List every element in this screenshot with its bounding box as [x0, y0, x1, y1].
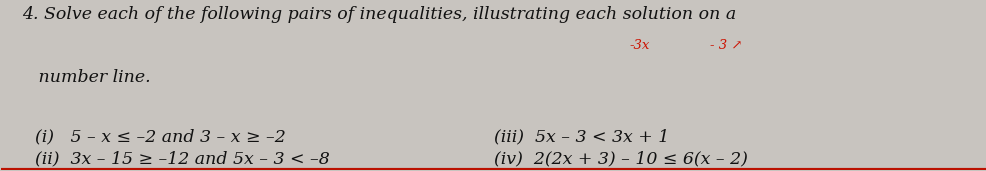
Text: (i)   5 – x ≤ –2 and 3 – x ≥ –2: (i) 5 – x ≤ –2 and 3 – x ≥ –2 [35, 128, 286, 145]
Text: (iii)  5x – 3 < 3x + 1: (iii) 5x – 3 < 3x + 1 [493, 128, 669, 145]
Text: (iv)  2(2x + 3) – 10 ≤ 6(x – 2): (iv) 2(2x + 3) – 10 ≤ 6(x – 2) [493, 150, 746, 167]
Text: number line.: number line. [23, 69, 151, 86]
Text: - 3 ↗: - 3 ↗ [710, 39, 742, 52]
Text: 4. Solve each of the following pairs of inequalities, illustrating each solution: 4. Solve each of the following pairs of … [23, 6, 736, 23]
Text: (ii)  3x – 15 ≥ –12 and 5x – 3 < –8: (ii) 3x – 15 ≥ –12 and 5x – 3 < –8 [35, 150, 329, 167]
Text: -3x: -3x [629, 39, 649, 52]
